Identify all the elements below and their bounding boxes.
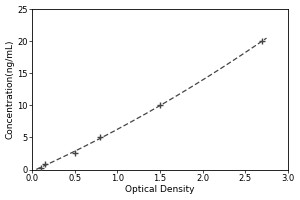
X-axis label: Optical Density: Optical Density [125, 185, 195, 194]
Y-axis label: Concentration(ng/mL): Concentration(ng/mL) [6, 40, 15, 139]
